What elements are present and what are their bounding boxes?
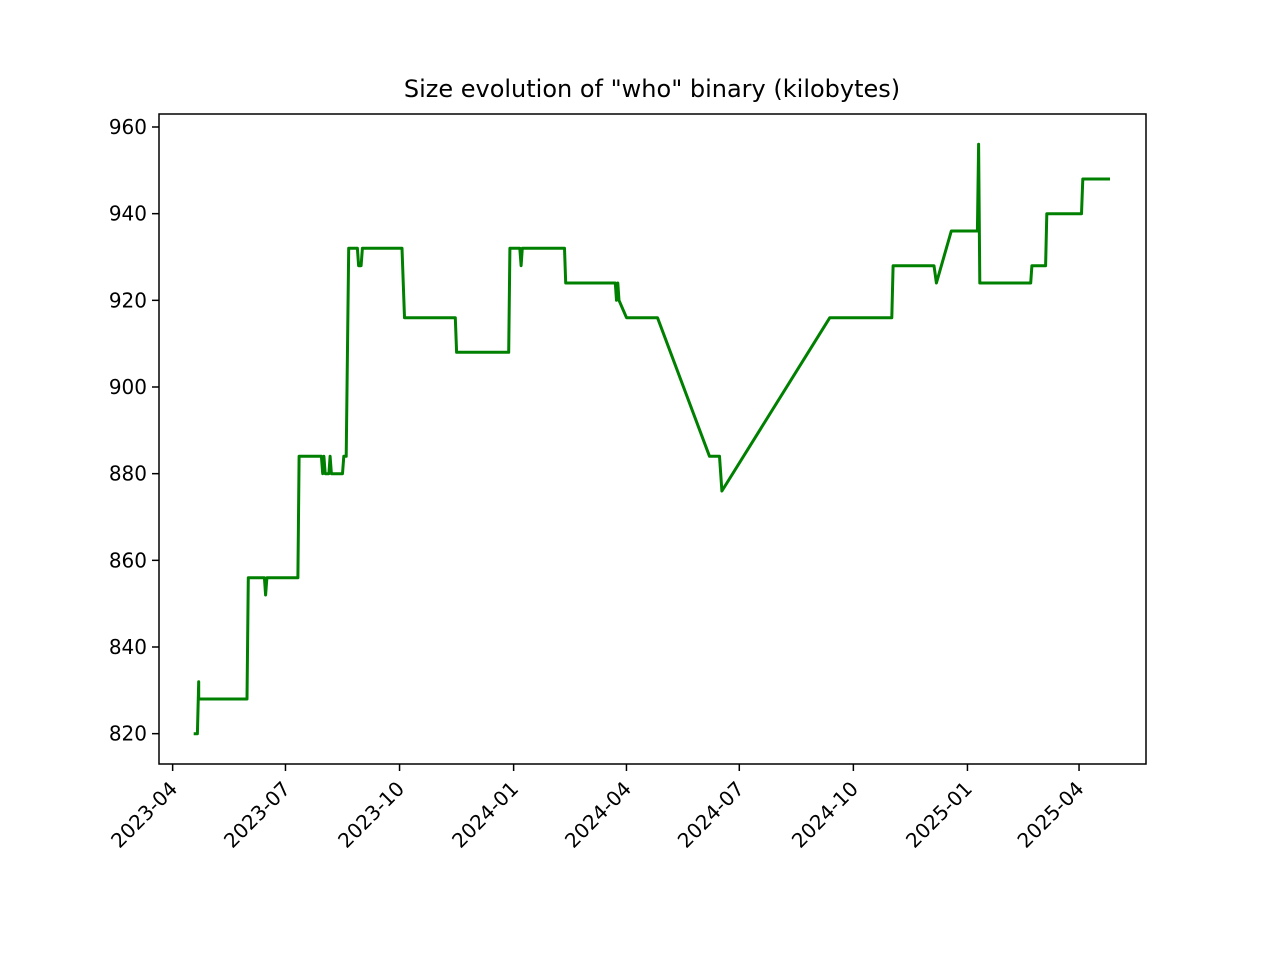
y-tick-label: 900: [109, 375, 147, 399]
y-tick-label: 960: [109, 115, 147, 139]
y-tick-label: 880: [109, 462, 147, 486]
y-tick-label: 940: [109, 202, 147, 226]
series-line: [193, 142, 1110, 736]
y-tick-label: 840: [109, 635, 147, 659]
y-tick-label: 860: [109, 548, 147, 572]
y-tick-label: 920: [109, 288, 147, 312]
plot-area: [159, 114, 1146, 764]
y-tick-label: 820: [109, 722, 147, 746]
chart-title: Size evolution of "who" binary (kilobyte…: [404, 75, 900, 103]
y-axis: 820 840 860 880 900 920 940 960: [109, 115, 159, 746]
plot-frame: [158, 113, 1147, 765]
